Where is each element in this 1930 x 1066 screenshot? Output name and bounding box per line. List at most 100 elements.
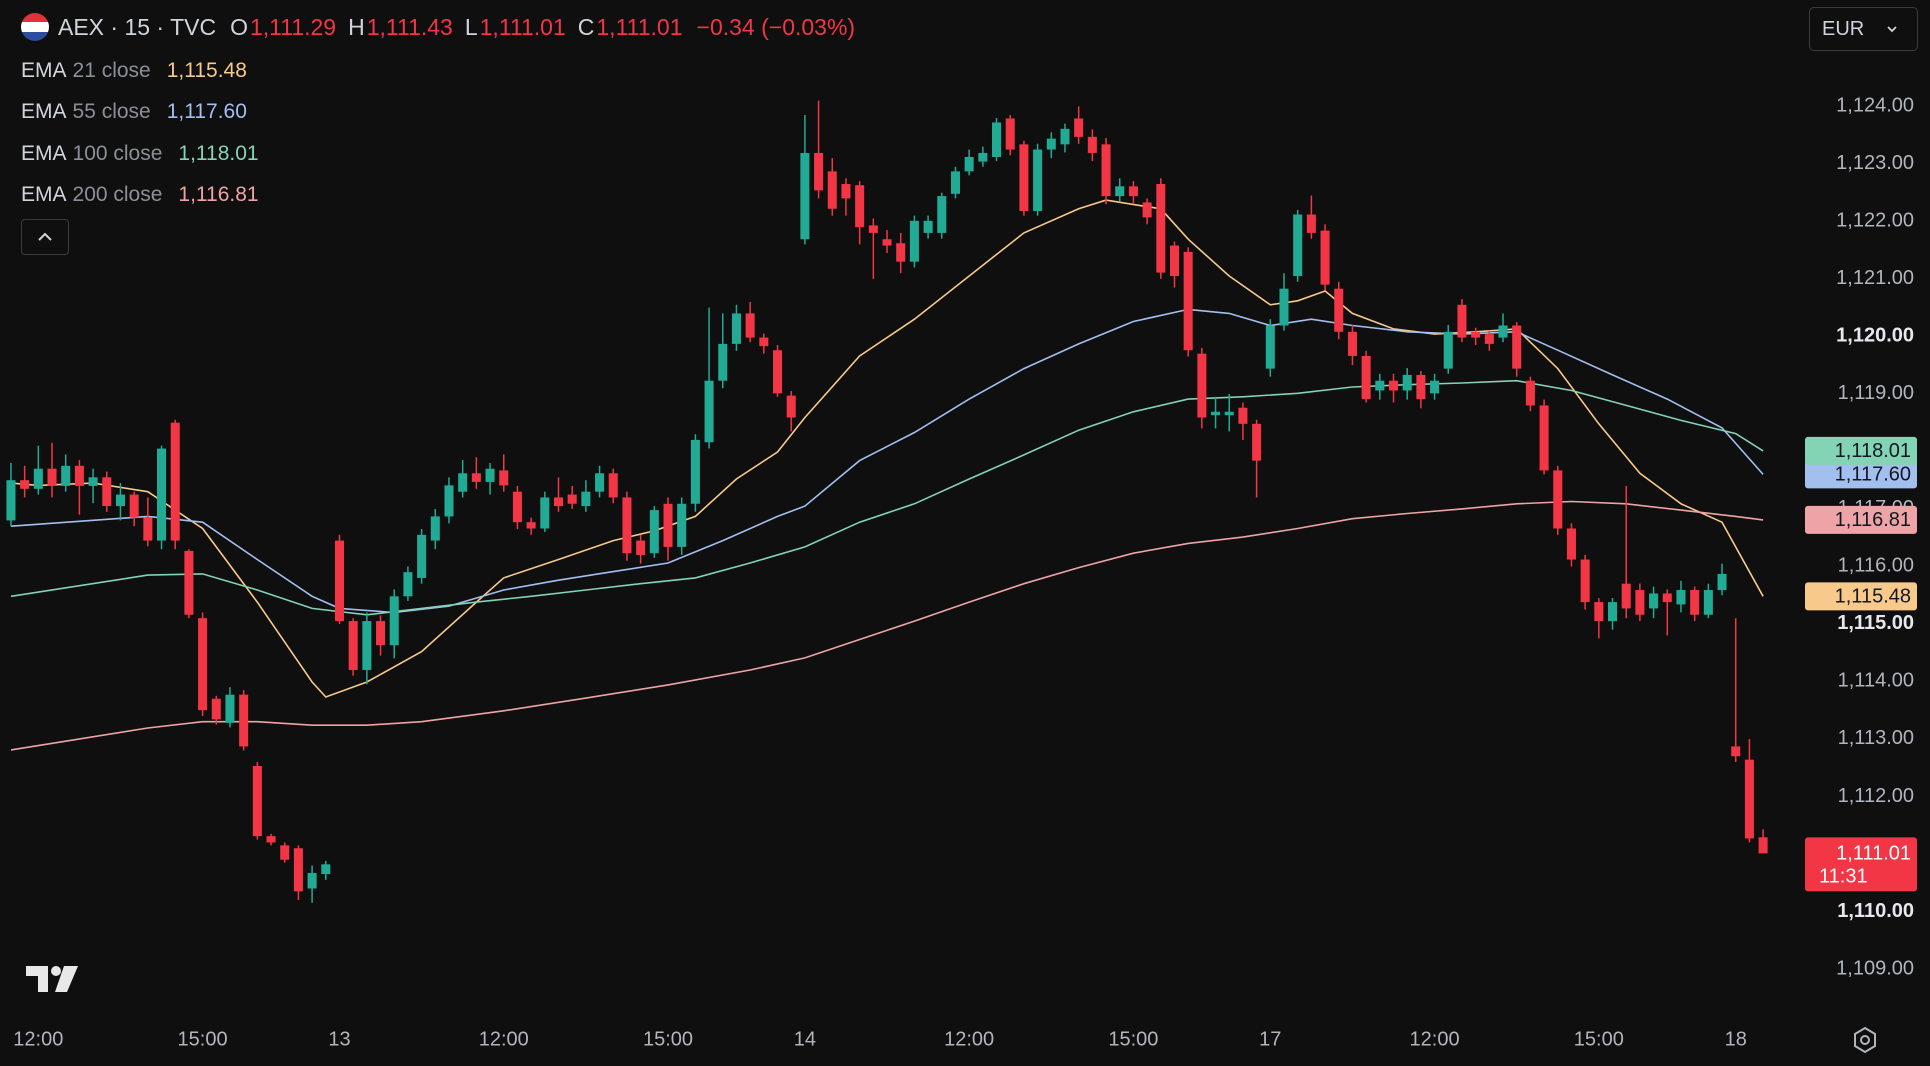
legend-name: EMA (21, 183, 67, 207)
legend-name: EMA (21, 141, 67, 165)
candle (362, 612, 372, 685)
candle-body (334, 540, 344, 622)
price-badge: 1,116.81 (1805, 505, 1917, 534)
candle-body (622, 497, 632, 554)
candle (1553, 465, 1563, 535)
candle-body (102, 477, 112, 507)
legend-item: EMA 200 close 1,116.81 (21, 175, 259, 217)
currency-dropdown[interactable]: EUR (1809, 7, 1918, 51)
candle (74, 460, 84, 515)
legend-params: 100 close (72, 141, 163, 165)
candle (143, 497, 153, 547)
candle-body (1690, 590, 1700, 615)
candle (430, 508, 440, 550)
candle-body (1375, 380, 1385, 391)
candle (1484, 330, 1494, 351)
ema-line (10, 500, 1764, 751)
candle-body (1758, 837, 1768, 854)
candle (978, 146, 988, 167)
candle-body (896, 243, 906, 262)
candle (964, 149, 974, 176)
candle-body (1731, 746, 1741, 757)
candle-body (814, 152, 824, 191)
candle-body (512, 491, 522, 523)
candle (115, 483, 125, 521)
ema-line (10, 199, 1764, 698)
ohlc-key: O (230, 13, 248, 40)
candle (252, 761, 262, 840)
candle (855, 181, 865, 245)
candle-body (1416, 374, 1426, 400)
candle-body (759, 337, 769, 347)
candle-body (1676, 590, 1686, 605)
symbol[interactable]: AEX · 15 · TVC (58, 13, 217, 40)
price-badge-label: 1,118.01 (1835, 440, 1911, 462)
y-tick-label: 1,113.00 (1838, 727, 1914, 749)
candle (1197, 347, 1207, 429)
candle (622, 491, 632, 561)
ohlc-values: O 1,111.29 H 1,111.43 L 1,111.01 C 1,111.01 (230, 14, 694, 41)
candle (841, 178, 851, 216)
candle (225, 687, 235, 728)
candle-body (1033, 149, 1043, 212)
candle-body (1238, 407, 1248, 424)
candle (1388, 373, 1399, 403)
candle-body (1019, 144, 1029, 212)
price-badge: 1,118.01 (1805, 436, 1917, 465)
candle (1005, 115, 1015, 156)
y-tick-label: 1,124.00 (1836, 95, 1914, 117)
candle-body (1293, 214, 1303, 277)
candle (1128, 181, 1138, 205)
candle (772, 345, 783, 397)
candle-body (731, 313, 741, 344)
candle-body (950, 171, 960, 194)
candle-body (690, 439, 700, 504)
candle (157, 445, 167, 550)
candle (1703, 583, 1713, 619)
y-tick-label: 1,121.00 (1836, 267, 1914, 289)
candle (1306, 195, 1316, 239)
candle-body (74, 465, 84, 486)
currency-label: EUR (1822, 17, 1865, 40)
candle (1279, 273, 1289, 331)
candle-body (198, 618, 208, 711)
candles (6, 100, 1768, 903)
candle-body (307, 872, 317, 889)
candle-body (1060, 128, 1070, 145)
collapse-legend-button[interactable] (21, 219, 69, 255)
ohlc-key: H (348, 13, 365, 40)
candle-body (540, 497, 550, 529)
candle (1594, 598, 1604, 639)
candle (389, 589, 399, 659)
countdown-label: 11:31 (1819, 866, 1868, 888)
candle-body (20, 480, 30, 489)
candle-body (1525, 380, 1535, 406)
candle (444, 477, 454, 524)
candle-body (430, 516, 440, 541)
candle-body (909, 220, 919, 262)
candle (704, 307, 714, 449)
x-tick-label: 15:00 (1108, 1028, 1158, 1050)
x-tick-label: 14 (794, 1028, 816, 1050)
last-price-badge-bg (1805, 837, 1917, 892)
candle (1608, 598, 1618, 630)
candle (266, 833, 276, 846)
y-tick-label: 1,123.00 (1836, 152, 1914, 174)
candle-body (321, 864, 331, 875)
candle (526, 517, 536, 535)
candle-body (1156, 184, 1166, 273)
price-badge-bg (1805, 505, 1917, 534)
candle-body (800, 152, 810, 240)
settings-icon[interactable] (1854, 1026, 1876, 1054)
candle (608, 468, 618, 504)
candle-body (1197, 353, 1207, 418)
candle-body (252, 765, 262, 837)
candle (321, 860, 331, 880)
candle (1361, 350, 1371, 403)
ohlc-value: 1,111.43 (366, 13, 453, 40)
candle (567, 485, 577, 509)
candle-body (964, 156, 974, 172)
candle (1265, 319, 1275, 377)
candle (649, 506, 659, 558)
